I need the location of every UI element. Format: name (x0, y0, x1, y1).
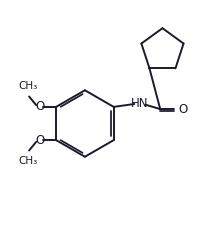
Text: CH₃: CH₃ (18, 156, 38, 166)
Text: CH₃: CH₃ (18, 81, 38, 91)
Text: O: O (35, 100, 45, 113)
Text: O: O (35, 134, 45, 147)
Text: HN: HN (130, 97, 148, 110)
Text: O: O (178, 103, 187, 116)
